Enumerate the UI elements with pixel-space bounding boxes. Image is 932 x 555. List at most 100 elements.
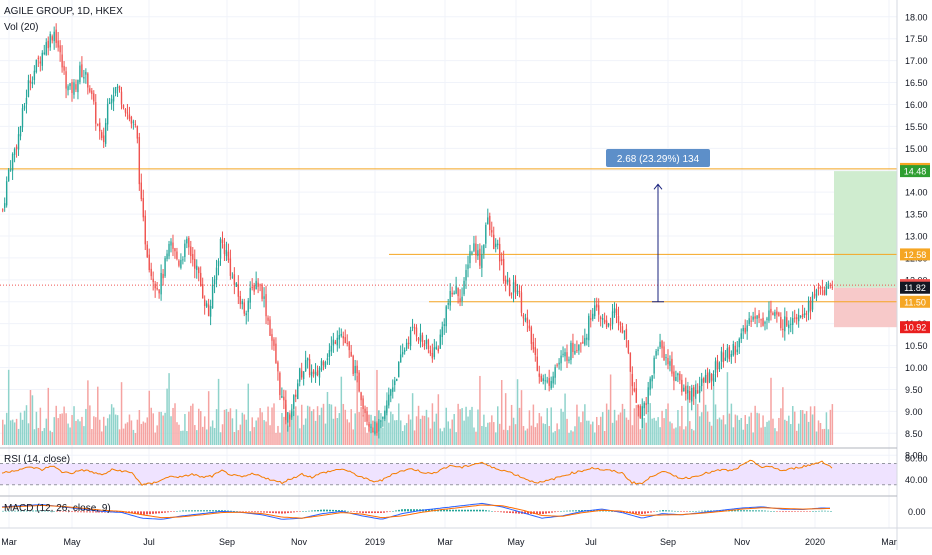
volume-bar <box>698 416 701 445</box>
macd-histogram-bar <box>428 509 430 512</box>
volume-bar <box>312 409 315 445</box>
candle-body <box>615 308 618 316</box>
volume-bar <box>431 403 434 445</box>
time-axis[interactable]: Mar May Jul Sep Nov 2019 Mar May Jul Sep Nov 2020 Ma… <box>1 537 897 547</box>
candle-body <box>53 31 55 42</box>
candle-body <box>532 342 535 350</box>
rsi-pane <box>0 459 897 486</box>
volume-bar <box>211 420 214 445</box>
candle-body <box>235 283 238 287</box>
candle-body <box>542 378 544 381</box>
candle-body <box>413 327 416 329</box>
candle-body <box>172 242 174 249</box>
volume-bar <box>200 411 202 445</box>
macd-histogram-bar <box>662 510 664 512</box>
volume-bar <box>332 418 335 445</box>
macd-signal-line <box>1 504 830 519</box>
price-range-measure[interactable]: 2.68 (23.29%) 134 <box>606 149 710 303</box>
candle-body <box>437 348 439 352</box>
candle-body <box>691 387 693 402</box>
macd-histogram-bar <box>347 510 349 512</box>
volume-bar <box>500 380 503 445</box>
candle-body <box>295 394 297 397</box>
candle-body <box>788 324 790 329</box>
macd-histogram-bar <box>638 511 640 514</box>
macd-histogram-bar <box>359 511 361 513</box>
candle-body <box>641 406 643 419</box>
macd-histogram-bar <box>668 510 670 512</box>
macd-histogram-bar <box>80 511 82 513</box>
volume-bar <box>752 432 754 445</box>
candle-body <box>283 396 285 401</box>
macd-histogram-bar <box>326 509 328 512</box>
candle-body <box>491 230 493 233</box>
macd-histogram-bar <box>272 511 274 514</box>
macd-histogram-bar <box>740 510 742 512</box>
horizontal-levels[interactable] <box>0 168 897 303</box>
candle-body <box>580 343 582 345</box>
price-tick-label: 16.50 <box>905 78 928 88</box>
macd-histogram-bar <box>545 511 547 514</box>
volume-bar <box>120 382 123 445</box>
volume-bar <box>738 419 741 445</box>
volume-bar <box>97 386 99 445</box>
macd-histogram-bar <box>323 509 325 512</box>
price-tick-label: 9.50 <box>905 385 923 395</box>
volume-bar <box>732 427 735 445</box>
candle-body <box>312 370 315 374</box>
volume-bar <box>740 418 743 445</box>
candle-body <box>25 97 28 105</box>
candle-body <box>211 284 214 309</box>
candle-body <box>291 411 293 418</box>
candle-body <box>154 283 156 289</box>
macd-tick-label: 0.00 <box>908 507 926 517</box>
volume-bar <box>297 415 299 445</box>
volume-bar <box>617 414 620 445</box>
macd-histogram-bar <box>446 509 448 512</box>
volume-bar <box>17 428 20 445</box>
macd-histogram-bar <box>38 510 40 512</box>
candle-body <box>772 313 774 315</box>
price-axis[interactable]: 8.008.509.009.5010.0010.5011.0011.5012.0… <box>905 12 928 517</box>
volume-bar <box>382 427 384 445</box>
volume-bar <box>209 426 212 445</box>
volume-bar <box>67 423 69 445</box>
candle-body <box>336 337 339 346</box>
macd-histogram-bar <box>779 511 781 512</box>
candle-body <box>730 354 733 357</box>
volume-bar <box>401 431 404 445</box>
candle-body <box>722 352 725 363</box>
candle-body <box>308 359 311 375</box>
volume-bar <box>594 432 596 445</box>
candle-body <box>142 198 144 218</box>
volume-bar <box>659 427 661 445</box>
macd-histogram-bar <box>293 511 295 513</box>
candlesticks <box>2 23 834 439</box>
volume-bar <box>671 423 673 445</box>
price-tick-label: 13.50 <box>905 210 928 220</box>
candle-body <box>37 57 40 59</box>
volume-bar <box>655 420 657 445</box>
candle-body <box>540 375 542 382</box>
macd-histogram-bar <box>167 511 169 513</box>
volume-bar <box>786 420 788 445</box>
volume-bar <box>455 432 457 445</box>
candle-body <box>633 388 636 391</box>
candle-body <box>85 71 87 75</box>
macd-histogram-bar <box>695 511 697 512</box>
macd-histogram-bar <box>344 510 346 512</box>
volume-bar <box>394 420 396 445</box>
macd-histogram-bar <box>782 511 784 513</box>
candle-body <box>203 299 206 306</box>
candle-body <box>481 254 483 268</box>
macd-histogram-bar <box>62 511 64 512</box>
volume-bar <box>794 411 796 445</box>
candle-body <box>669 361 671 366</box>
volume-bar <box>795 430 798 445</box>
macd-histogram-bar <box>602 510 604 512</box>
candle-body <box>758 313 760 319</box>
macd-histogram-bar <box>182 510 184 512</box>
candle-body <box>39 61 42 64</box>
macd-histogram-bar <box>173 511 175 512</box>
